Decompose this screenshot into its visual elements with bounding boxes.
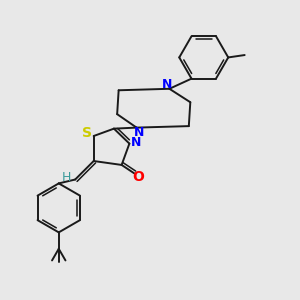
Text: O: O bbox=[132, 170, 144, 184]
Text: N: N bbox=[131, 136, 141, 148]
Text: H: H bbox=[61, 171, 71, 184]
Text: S: S bbox=[82, 126, 92, 140]
Text: N: N bbox=[162, 77, 172, 91]
Text: N: N bbox=[134, 126, 145, 139]
